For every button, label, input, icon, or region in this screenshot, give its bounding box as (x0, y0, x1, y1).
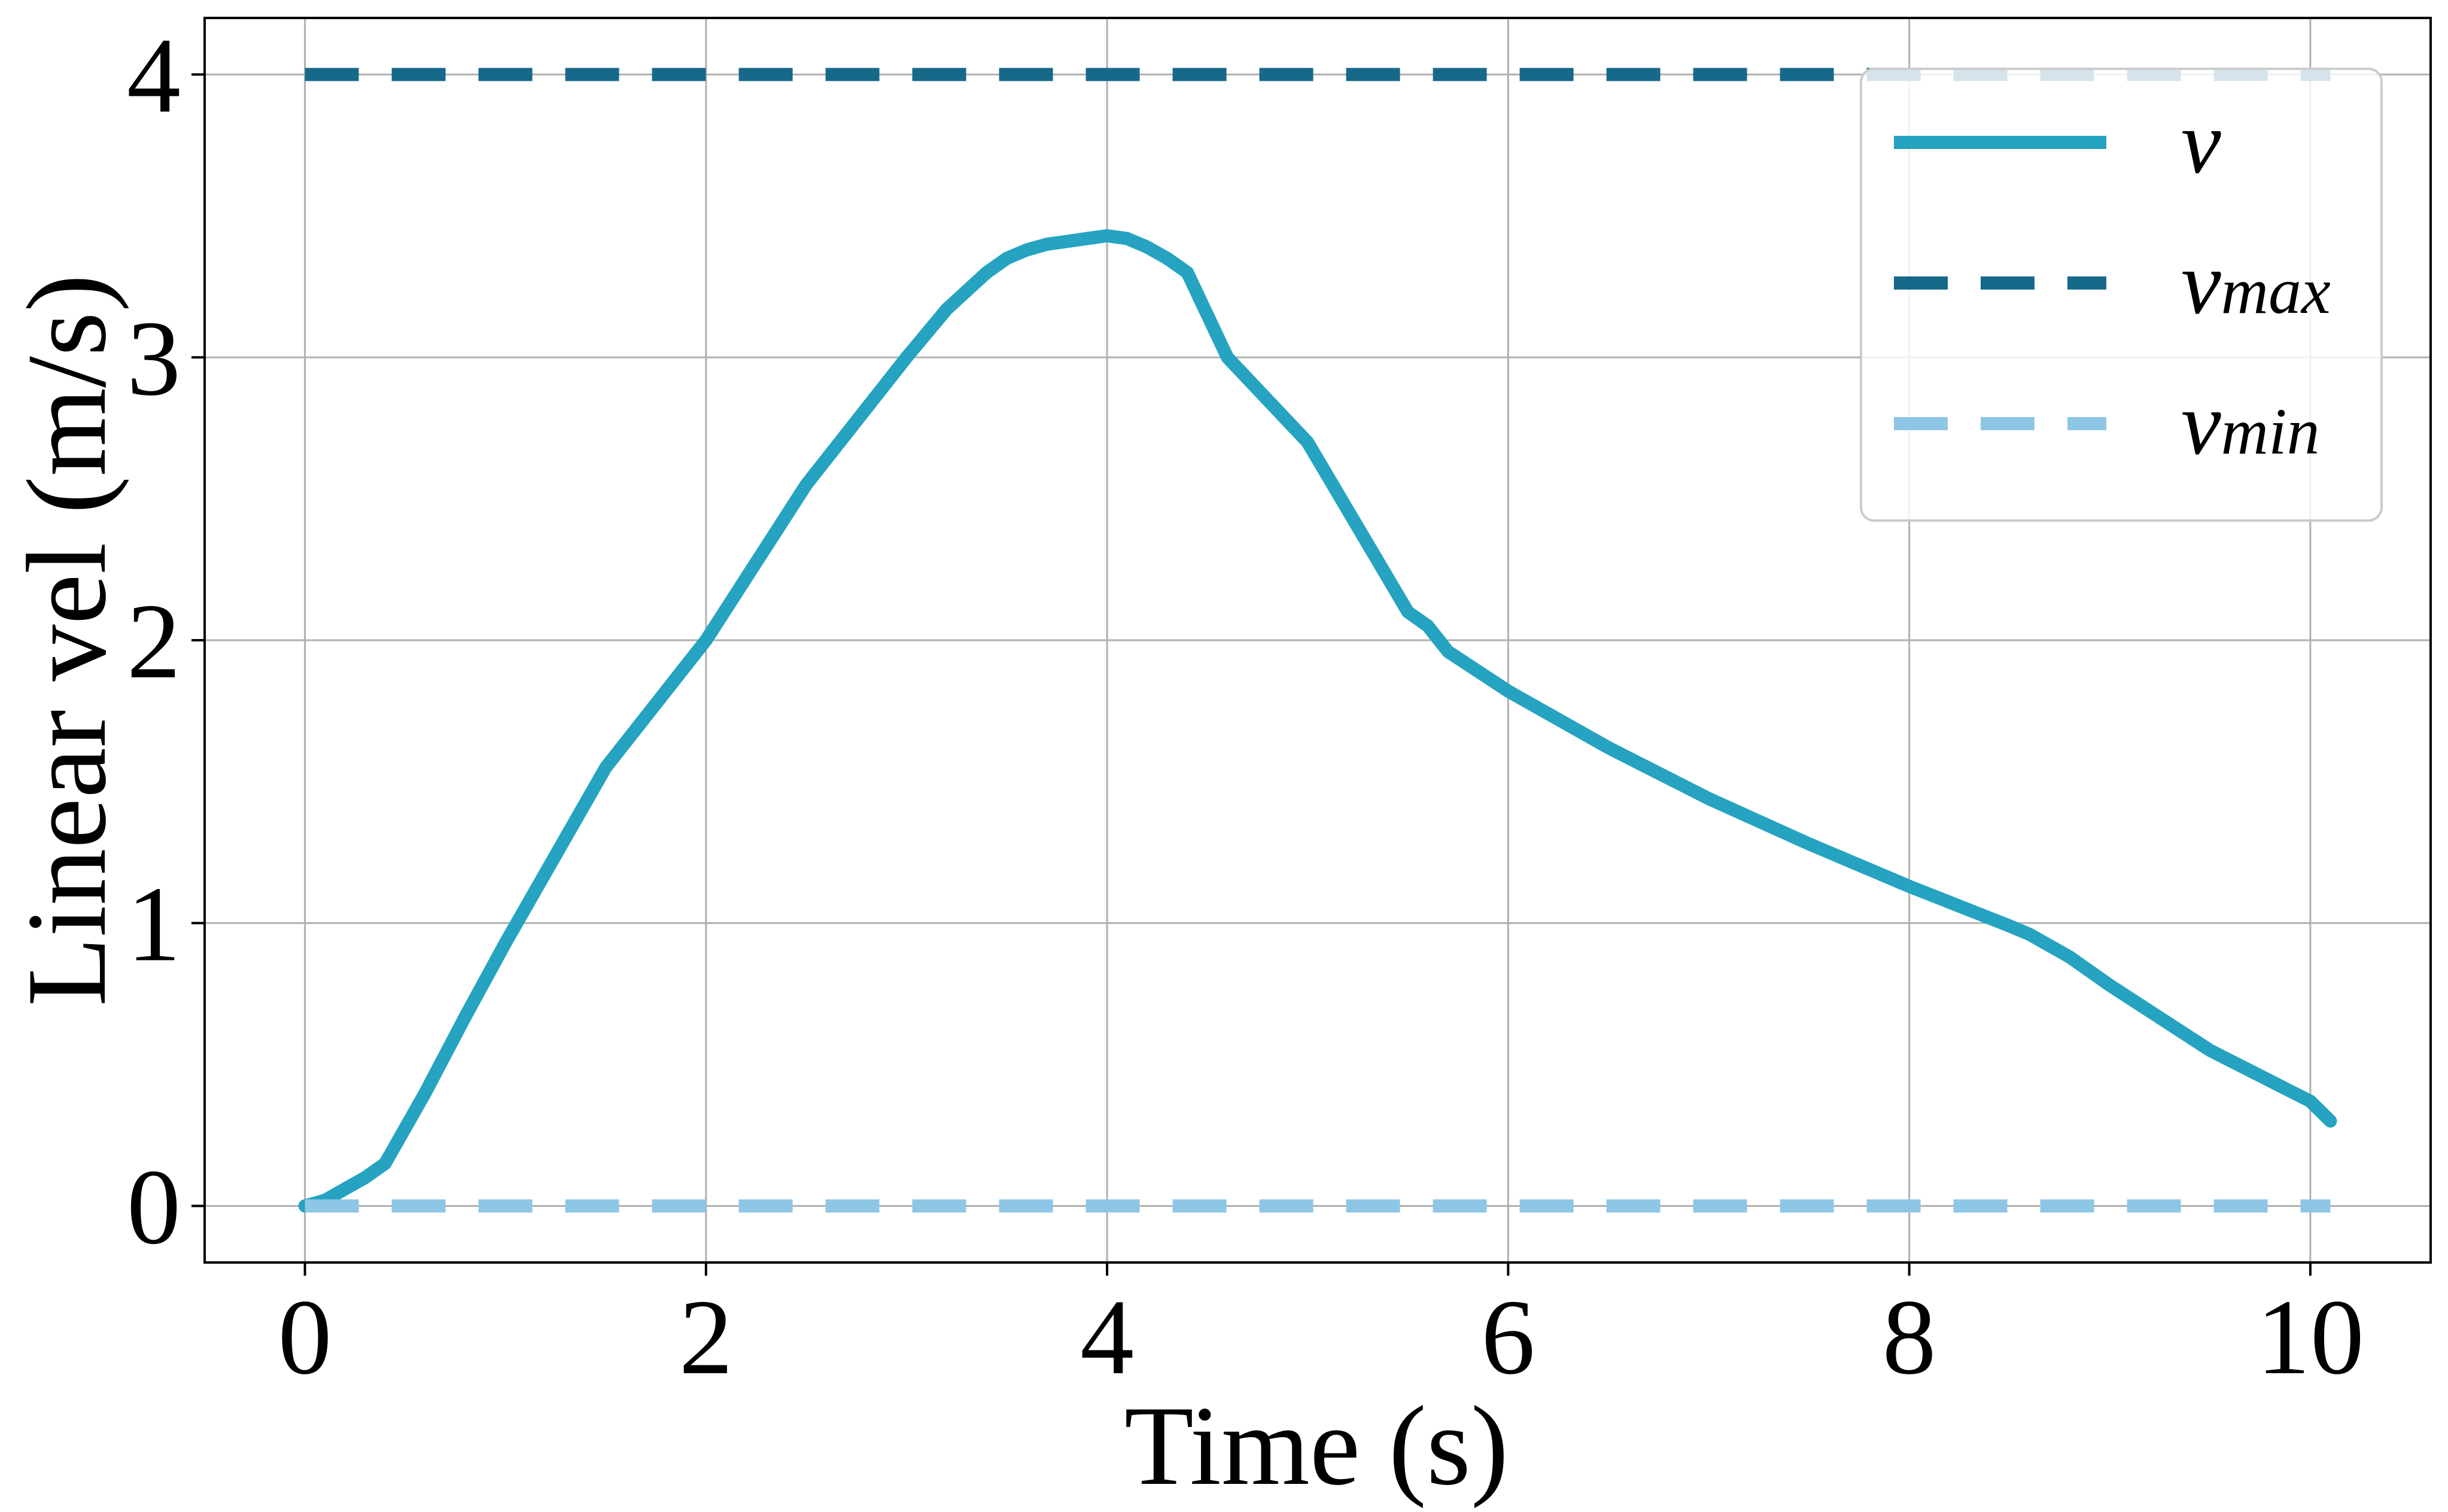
y-axis-label: Linear vel (m/s) (4, 274, 130, 1006)
x-tick-label: 6 (1481, 1277, 1535, 1397)
legend-label-vmin: vmin (2181, 374, 2320, 473)
legend-label-v: v (2181, 93, 2221, 192)
x-tick-label: 2 (679, 1277, 733, 1397)
legend-label-vmax: vmax (2181, 233, 2331, 333)
series-line-v (298, 229, 2337, 1213)
x-axis-label: Time (s) (1124, 1383, 1509, 1509)
legend-box (1860, 68, 2383, 522)
x-tick-label: 0 (278, 1277, 332, 1397)
y-tick-label: 0 (127, 1147, 181, 1266)
y-tick-label: 3 (127, 299, 181, 418)
x-tick-label: 10 (2257, 1277, 2364, 1397)
y-tick-label: 4 (127, 16, 181, 135)
legend: v vmax vmin (1860, 68, 2383, 522)
y-tick-label: 1 (127, 865, 181, 984)
x-tick-label: 8 (1883, 1277, 1936, 1397)
y-tick-label: 2 (127, 582, 181, 701)
ticks: 0 2 4 6 8 10 0 1 2 3 4 (127, 16, 2364, 1397)
x-tick-label: 4 (1080, 1277, 1134, 1397)
